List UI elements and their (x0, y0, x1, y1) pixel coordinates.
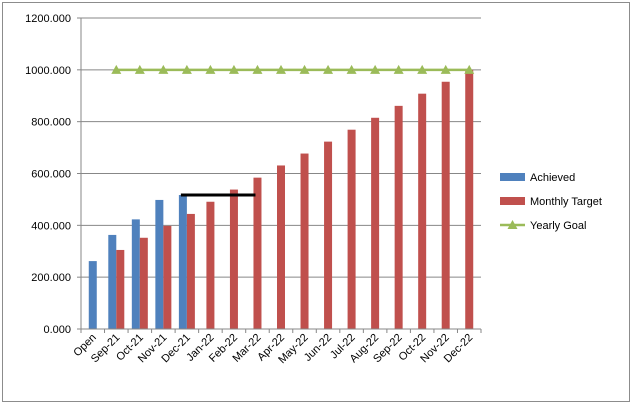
legend-label: Yearly Goal (530, 220, 586, 232)
axes (80, 18, 482, 333)
bar-monthly-target (277, 165, 285, 329)
y-tick-label: 400.000 (31, 220, 71, 232)
bars (88, 69, 474, 329)
bar-monthly-target (394, 105, 403, 329)
y-tick-label: 0.000 (43, 324, 71, 336)
yearly-goal-marker (417, 64, 428, 74)
yearly-goal-marker (276, 64, 286, 74)
x-axis-tick-labels: OpenSep-21Oct-21Nov-21Dec-21Jan-22Feb-22… (71, 332, 475, 366)
legend-marker (507, 220, 518, 229)
yearly-goal-marker (464, 64, 475, 74)
bar-monthly-target (229, 189, 238, 329)
yearly-goal-marker (205, 64, 216, 74)
bar-monthly-target (441, 81, 450, 329)
yearly-goal-marker (134, 64, 145, 74)
bar-monthly-target (139, 237, 148, 329)
y-tick-label: 1000.000 (25, 65, 71, 77)
y-tick-label: 600.000 (31, 169, 71, 181)
bar-monthly-target (253, 177, 262, 329)
bar-monthly-target (371, 117, 380, 329)
yearly-goal-marker (370, 64, 381, 74)
bar-monthly-target (465, 69, 474, 329)
yearly-goal-marker (228, 64, 239, 74)
yearly-goal-marker (393, 64, 404, 74)
y-tick-label: 200.000 (31, 272, 71, 284)
bar-achieved (88, 261, 97, 329)
yearly-goal-marker (323, 64, 334, 74)
legend-label: Monthly Target (530, 196, 602, 208)
yearly-goal-marker (299, 64, 310, 74)
yearly-goal-marker (158, 64, 169, 74)
legend-swatch (500, 197, 525, 205)
bar-monthly-target (324, 141, 333, 329)
yearly-goal-marker (111, 64, 122, 74)
bar-achieved (131, 219, 140, 329)
yearly-goal-marker (181, 64, 192, 74)
bar-achieved (155, 199, 164, 329)
bar-monthly-target (347, 129, 356, 329)
bar-achieved (178, 195, 187, 329)
bar-monthly-target (116, 249, 125, 329)
bar-monthly-target (163, 225, 172, 329)
y-tick-label: 800.000 (31, 117, 71, 129)
yearly-goal-marker (440, 64, 451, 74)
yearly-goal-marker (252, 64, 263, 74)
bar-monthly-target (418, 93, 427, 329)
bar-achieved (108, 234, 117, 329)
legend: Achieved Monthly Target Yearly Goal (500, 172, 602, 232)
bar-monthly-target (300, 153, 309, 329)
bar-monthly-target (206, 201, 215, 329)
legend-label: Achieved (530, 172, 575, 184)
legend-swatch (500, 173, 525, 181)
bar-monthly-target (186, 213, 195, 329)
yearly-goal-line-layer (111, 64, 475, 74)
y-tick-label: 1200.000 (25, 13, 71, 25)
y-axis-tick-labels: 0.000 200.000 400.000 600.000 800.000 1000.00… (25, 13, 71, 336)
yearly-goal-marker (346, 64, 357, 74)
